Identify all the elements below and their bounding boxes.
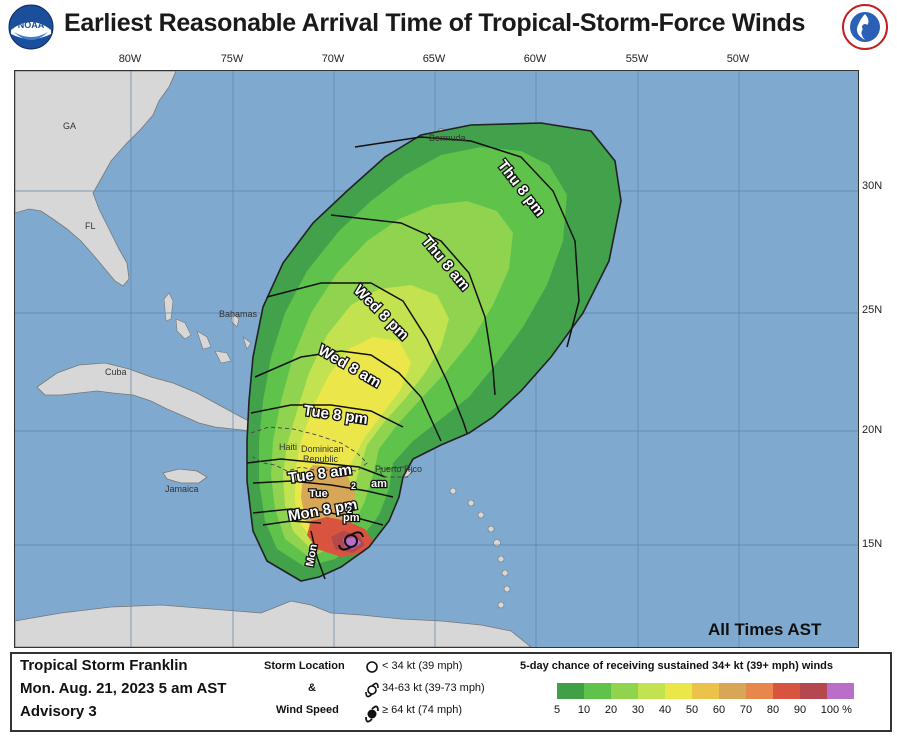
advisory-number: Advisory 3: [20, 703, 97, 720]
legend-tick-label: 90: [793, 704, 807, 716]
page-title: Earliest Reasonable Arrival Time of Trop…: [64, 9, 806, 37]
longitude-labels: 80W 75W 70W 65W 60W 55W 50W: [0, 53, 897, 69]
legend-swatch: [611, 683, 638, 699]
land-jamaica: [162, 468, 208, 484]
legend-swatch: [719, 683, 746, 699]
hurricane-symbol-icon: [365, 705, 379, 723]
lon-label: 80W: [118, 53, 142, 65]
label-tue-2am-a: Tue: [309, 488, 328, 500]
lon-label: 65W: [422, 53, 446, 65]
legend-tick-label: 50: [685, 704, 699, 716]
label-fl: FL: [85, 221, 96, 231]
legend-tick-label: 40: [658, 704, 672, 716]
low-symbol-icon: [366, 661, 378, 673]
legend-swatch: [584, 683, 611, 699]
legend-swatch: [827, 683, 854, 699]
key-item-hurricane: ≥ 64 kt (74 mph): [382, 704, 463, 716]
noaa-logo-icon: NOAA: [8, 4, 54, 50]
lat-label: 30N: [862, 180, 883, 192]
legend-swatch: [800, 683, 827, 699]
label-mon-2pm-b: pm: [343, 512, 360, 524]
legend-swatch: [557, 683, 584, 699]
legend-tick-label: 20: [604, 704, 618, 716]
lon-label: 75W: [220, 53, 244, 65]
label-mon: Mon: [304, 543, 320, 568]
label-republic: Republic: [303, 454, 339, 464]
label-puerto-rico: Puerto Rico: [375, 464, 422, 474]
label-ga: GA: [63, 121, 76, 131]
legend-swatch: [638, 683, 665, 699]
label-haiti: Haiti: [279, 442, 297, 452]
coast-dashed: [250, 426, 414, 478]
lon-label: 70W: [321, 53, 345, 65]
label-mon-2pm-a: 2: [347, 505, 352, 515]
label-dominican: Dominican: [301, 444, 344, 454]
label-tue-2am-b: 2: [351, 481, 356, 491]
tropical-storm-symbol-icon: [365, 682, 379, 698]
place-labels: GA FL Bermuda Bahamas Cuba Haiti Dominic…: [63, 121, 466, 494]
map-panel[interactable]: GA FL Bermuda Bahamas Cuba Haiti Dominic…: [14, 70, 859, 648]
lon-label: 60W: [523, 53, 547, 65]
legend-swatch: [773, 683, 800, 699]
lat-label: 25N: [862, 304, 883, 316]
legend-tick-label: 5: [553, 704, 561, 716]
header: NOAA Earliest Reasonable Arrival Time of…: [0, 0, 897, 52]
legend-tick-label: 70: [739, 704, 753, 716]
land-bahamas: [163, 292, 252, 364]
advisory-date: Mon. Aug. 21, 2023 5 am AST: [20, 680, 227, 697]
isochrones: [246, 136, 580, 580]
key-item-low: < 34 kt (39 mph): [382, 660, 463, 672]
svg-text:NOAA: NOAA: [18, 20, 45, 30]
key-title-wind-speed: Wind Speed: [276, 704, 339, 716]
footer-panel: Tropical Storm Franklin Mon. Aug. 21, 20…: [10, 652, 892, 732]
legend-tick-label: 80: [766, 704, 780, 716]
label-cuba: Cuba: [105, 367, 127, 377]
legend-swatch: [665, 683, 692, 699]
label-bermuda: Bermuda: [429, 133, 466, 143]
land-south-america: [15, 600, 532, 647]
key-title-storm-location: Storm Location: [264, 660, 345, 672]
legend-tick-label: 30: [631, 704, 645, 716]
nws-logo-icon: [842, 4, 888, 50]
all-times-note: All Times AST: [708, 620, 822, 639]
storm-location-icon: [338, 531, 364, 551]
label-jamaica: Jamaica: [165, 484, 199, 494]
key-title-amp: &: [308, 682, 316, 694]
legend-tick-label: 10: [577, 704, 591, 716]
storm-name: Tropical Storm Franklin: [20, 657, 188, 674]
legend-tick-label: 100 %: [820, 704, 852, 716]
lat-label: 15N: [862, 538, 883, 550]
lon-label: 50W: [726, 53, 750, 65]
label-tue-2am-c: am: [371, 478, 387, 490]
legend-tick-label: 60: [712, 704, 726, 716]
label-bahamas: Bahamas: [219, 309, 258, 319]
lon-label: 55W: [625, 53, 649, 65]
legend-swatch: [692, 683, 719, 699]
key-symbols: [365, 661, 379, 723]
land-lesser-antilles: [449, 487, 511, 609]
legend-swatch: [746, 683, 773, 699]
swath-outline: [246, 122, 622, 582]
legend-title: 5-day chance of receiving sustained 34+ …: [520, 660, 833, 672]
map-svg[interactable]: GA FL Bermuda Bahamas Cuba Haiti Dominic…: [15, 71, 858, 647]
lat-label: 20N: [862, 424, 883, 436]
key-item-ts: 34-63 kt (39-73 mph): [382, 682, 485, 694]
land-us: [15, 71, 177, 287]
